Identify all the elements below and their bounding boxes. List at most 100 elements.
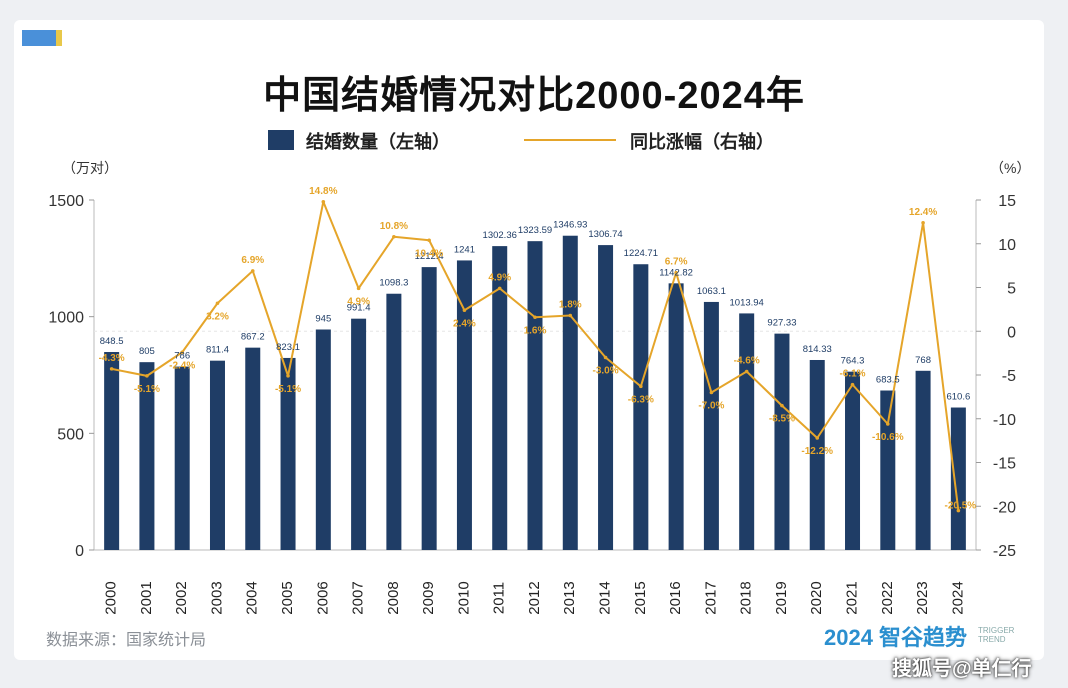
right-tick-label: 15 — [998, 193, 1016, 210]
right-tick-label: -15 — [993, 456, 1016, 473]
growth-point-2018 — [744, 369, 749, 374]
bar-value-label: 1098.3 — [379, 278, 408, 289]
growth-value-label: 2.4% — [453, 318, 476, 329]
x-tick-label: 2022 — [879, 581, 896, 614]
bar-2007 — [351, 318, 367, 550]
growth-point-2004 — [250, 269, 255, 273]
growth-value-label: 3.2% — [206, 311, 229, 322]
left-axis-unit: （万对） — [62, 160, 118, 176]
bar-value-label: 1306.74 — [588, 229, 622, 240]
right-axis-unit: （%） — [990, 160, 1031, 176]
bar-2022 — [880, 390, 896, 550]
growth-value-label: -5.1% — [134, 384, 160, 395]
bar-2024 — [950, 407, 966, 550]
bar-value-label: 786 — [174, 351, 190, 362]
growth-point-2006 — [321, 199, 326, 204]
right-tick-label: 10 — [998, 237, 1016, 254]
growth-point-2014 — [603, 355, 608, 360]
bar-2000 — [104, 352, 120, 550]
chart-title: 中国结婚情况对比2000-2024年 — [263, 75, 805, 117]
left-tick-label: 1500 — [48, 193, 84, 210]
growth-value-label: -5.1% — [275, 384, 301, 395]
growth-value-label: 1.6% — [524, 325, 547, 336]
growth-value-label: -2.4% — [169, 360, 195, 371]
growth-point-2008 — [392, 234, 396, 239]
growth-value-label: 14.8% — [309, 186, 337, 197]
x-tick-label: 2024 — [949, 581, 966, 614]
growth-point-2019 — [780, 403, 784, 408]
growth-point-2012 — [533, 315, 537, 320]
x-tick-label: 2002 — [173, 581, 190, 614]
right-tick-label: -25 — [993, 543, 1016, 560]
corner-logo-mark — [22, 30, 62, 46]
growth-point-2005 — [286, 374, 290, 378]
x-tick-label: 2013 — [561, 581, 578, 614]
x-tick-label: 2016 — [667, 581, 684, 614]
bar-value-label: 991.4 — [347, 303, 371, 314]
bar-value-label: 1212.4 — [415, 251, 444, 262]
growth-point-2022 — [886, 422, 890, 426]
bar-value-label: 814.33 — [803, 344, 832, 355]
bar-2018 — [739, 313, 755, 550]
growth-point-2021 — [850, 382, 855, 387]
x-tick-label: 2017 — [702, 581, 719, 614]
bar-value-label: 1142.82 — [659, 267, 693, 278]
growth-point-2003 — [215, 301, 220, 306]
bar-2006 — [315, 329, 331, 550]
x-tick-label: 2020 — [808, 581, 825, 614]
bar-value-label: 848.5 — [100, 336, 124, 347]
bar-2023 — [915, 370, 931, 550]
brand-subtext: TRIGGER TREND — [978, 626, 1015, 644]
growth-point-2011 — [497, 286, 502, 291]
bar-value-label: 683.5 — [876, 375, 900, 386]
growth-point-2013 — [568, 313, 573, 318]
x-tick-label: 2008 — [385, 581, 402, 614]
bar-2020 — [809, 359, 825, 550]
x-tick-label: 2023 — [914, 581, 931, 614]
bar-value-label: 1224.71 — [624, 248, 658, 259]
growth-point-2001 — [145, 374, 149, 378]
bar-2001 — [139, 362, 155, 550]
brand-logo: 2024 智谷趋势 — [824, 625, 968, 650]
growth-value-label: 12.4% — [909, 207, 937, 218]
growth-value-label: -3.0% — [592, 366, 618, 377]
bar-2019 — [774, 333, 790, 550]
growth-value-label: -8.5% — [769, 414, 795, 425]
right-tick-label: -20 — [993, 499, 1016, 516]
x-tick-label: 2006 — [314, 581, 331, 614]
bar-value-label: 1302.36 — [483, 230, 517, 241]
x-tick-label: 2012 — [526, 581, 543, 614]
growth-value-label: 4.9% — [347, 296, 370, 307]
legend: 结婚数量（左轴） 同比涨幅（右轴） — [0, 124, 1068, 154]
bar-value-label: 1063.1 — [697, 286, 726, 297]
x-tick-label: 2018 — [738, 581, 755, 614]
legend-bar-swatch — [268, 130, 294, 150]
x-tick-label: 2005 — [279, 581, 296, 614]
growth-value-label: -20.5% — [945, 501, 977, 512]
x-tick-label: 2004 — [244, 581, 261, 614]
right-tick-label: -10 — [993, 412, 1016, 429]
growth-value-label: -10.6% — [872, 432, 904, 443]
bar-value-label: 805 — [139, 346, 155, 357]
x-tick-label: 2014 — [597, 581, 614, 614]
left-tick-label: 1000 — [48, 310, 84, 327]
bar-2009 — [421, 267, 437, 550]
bar-2013 — [562, 235, 578, 550]
x-tick-label: 2001 — [138, 581, 155, 614]
bar-value-label: 768 — [915, 355, 931, 366]
bar-value-label: 945 — [315, 314, 331, 325]
bar-value-label: 764.3 — [841, 356, 865, 367]
bar-value-label: 867.2 — [241, 332, 265, 343]
growth-point-2024 — [956, 508, 961, 513]
growth-point-2007 — [356, 286, 361, 291]
growth-value-label: 1.8% — [559, 300, 582, 311]
growth-value-label: -6.1% — [839, 369, 865, 380]
watermark: 搜狐号@单仁行 — [892, 658, 1032, 680]
bar-value-label: 1013.94 — [730, 297, 764, 308]
legend-bar-label: 结婚数量（左轴） — [306, 132, 450, 152]
data-source: 数据来源：国家统计局 — [46, 632, 207, 649]
bar-2014 — [598, 245, 614, 550]
bar-2005 — [280, 357, 296, 550]
x-tick-label: 2015 — [632, 581, 649, 614]
